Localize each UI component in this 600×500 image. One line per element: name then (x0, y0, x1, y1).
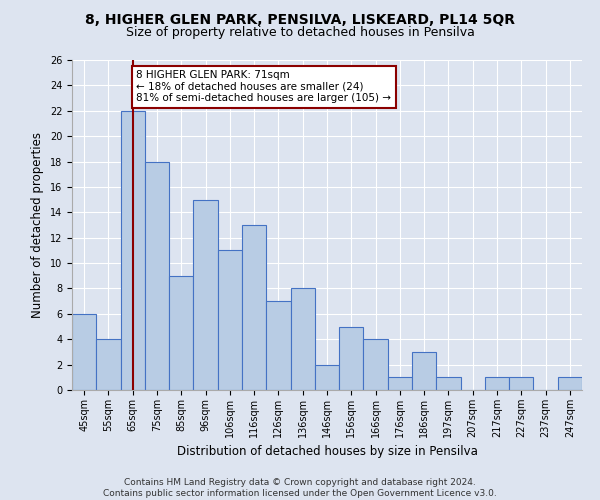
Text: Contains HM Land Registry data © Crown copyright and database right 2024.
Contai: Contains HM Land Registry data © Crown c… (103, 478, 497, 498)
Bar (290, 288, 315, 390)
Bar (121, 111, 145, 390)
Y-axis label: Number of detached properties: Number of detached properties (31, 132, 44, 318)
Bar (145, 162, 169, 390)
X-axis label: Distribution of detached houses by size in Pensilva: Distribution of detached houses by size … (176, 446, 478, 458)
Bar (364, 339, 388, 390)
Bar (509, 378, 533, 390)
Bar (218, 250, 242, 390)
Bar (436, 378, 461, 390)
Bar (339, 326, 364, 390)
Bar (169, 276, 193, 390)
Bar (315, 364, 339, 390)
Bar (412, 352, 436, 390)
Text: 8 HIGHER GLEN PARK: 71sqm
← 18% of detached houses are smaller (24)
81% of semi-: 8 HIGHER GLEN PARK: 71sqm ← 18% of detac… (136, 70, 391, 103)
Bar (558, 378, 582, 390)
Bar (72, 314, 96, 390)
Bar (242, 225, 266, 390)
Bar (485, 378, 509, 390)
Bar (96, 339, 121, 390)
Bar (388, 378, 412, 390)
Bar (266, 301, 290, 390)
Text: 8, HIGHER GLEN PARK, PENSILVA, LISKEARD, PL14 5QR: 8, HIGHER GLEN PARK, PENSILVA, LISKEARD,… (85, 12, 515, 26)
Text: Size of property relative to detached houses in Pensilva: Size of property relative to detached ho… (125, 26, 475, 39)
Bar (193, 200, 218, 390)
